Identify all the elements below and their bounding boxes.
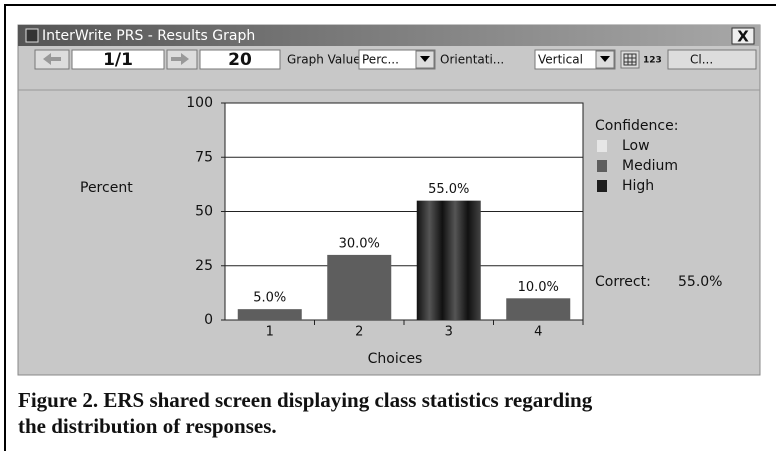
x-tick-label: 4: [534, 325, 542, 340]
caption-line: Figure 2. ERS shared screen displaying c…: [18, 388, 593, 412]
orientation-label: Orientati...: [440, 53, 504, 67]
bar: [327, 255, 391, 320]
x-tick-label: 3: [445, 325, 453, 340]
bar: [238, 309, 302, 320]
y-tick-label: 25: [195, 258, 213, 274]
legend-title: Confidence:: [595, 118, 678, 134]
x-tick-label: 2: [355, 325, 363, 340]
y-tick-label: 0: [204, 312, 213, 328]
graph-value: Perc...: [362, 53, 399, 67]
legend-label: High: [622, 178, 654, 194]
screenshot: InterWrite PRS - Results Graph X 1/1 20 …: [0, 0, 776, 451]
y-tick-label: 100: [186, 95, 213, 111]
legend-label: Low: [622, 138, 650, 154]
number-icon[interactable]: 123: [643, 56, 662, 66]
bar: [417, 201, 481, 320]
value-label: 55.0%: [428, 182, 469, 197]
caption-line: the distribution of responses.: [18, 414, 277, 438]
y-axis-label: Percent: [80, 180, 133, 196]
legend-label: Medium: [622, 158, 678, 174]
y-tick-label: 50: [195, 204, 213, 220]
bar: [506, 298, 570, 320]
x-tick-label: 1: [266, 325, 274, 340]
x-axis-label: Choices: [368, 351, 423, 367]
page-text: 1/1: [103, 50, 133, 70]
window-title: InterWrite PRS - Results Graph: [42, 28, 255, 44]
value-label: 10.0%: [518, 280, 559, 295]
orientation: Vertical: [538, 53, 583, 67]
close-button-text: Cl...: [690, 53, 713, 67]
correct-label: Correct:: [595, 274, 651, 290]
app-icon: [26, 29, 38, 42]
count-text: 20: [228, 50, 252, 70]
legend-swatch: [597, 140, 607, 152]
legend-swatch: [597, 180, 607, 192]
page: InterWrite PRS - Results Graph X 1/1 20 …: [0, 0, 776, 451]
value-label: 5.0%: [253, 291, 286, 306]
y-tick-label: 75: [195, 149, 213, 165]
correct-value: 55.0%: [678, 274, 722, 290]
value-label: 30.0%: [339, 236, 380, 251]
legend-swatch: [597, 160, 607, 172]
close-icon: X: [737, 28, 749, 46]
